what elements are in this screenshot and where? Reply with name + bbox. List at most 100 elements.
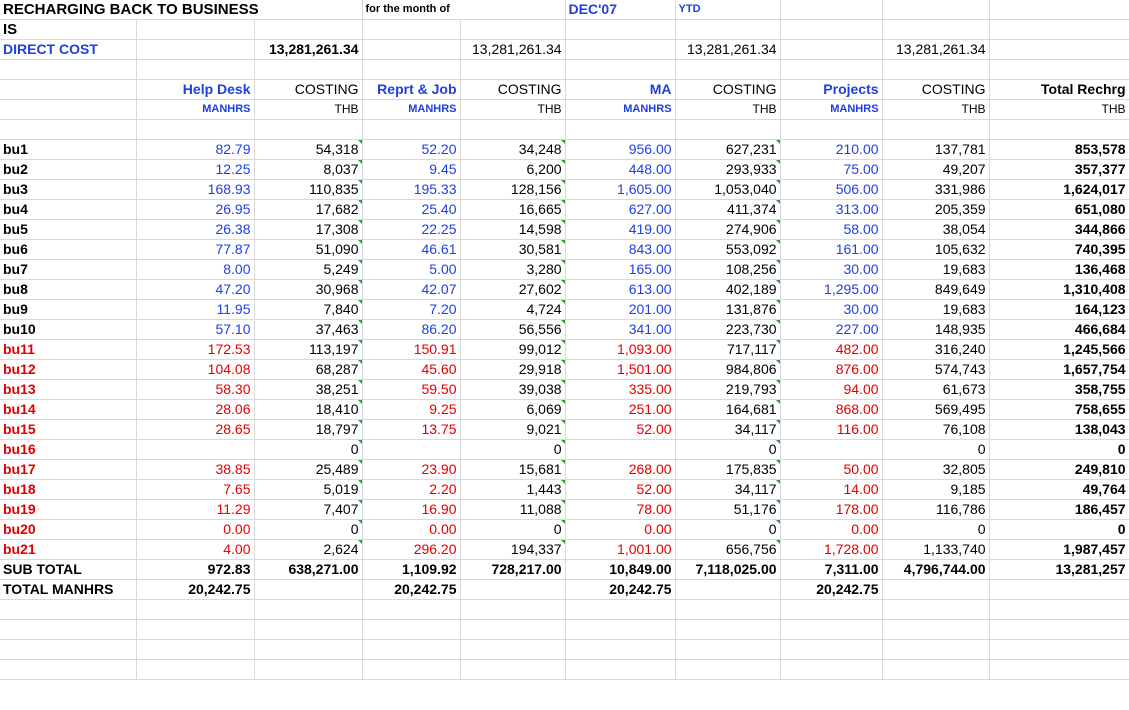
empty-cell[interactable]	[0, 599, 137, 620]
manhrs-cell[interactable]: 268.00	[565, 459, 676, 480]
empty-cell[interactable]	[989, 19, 1129, 40]
empty-cell[interactable]	[254, 659, 363, 680]
total-rechrg-cell[interactable]: 1,657,754	[989, 359, 1129, 380]
costing-cell[interactable]: 402,189	[675, 279, 781, 300]
costing-cell[interactable]: 205,359	[882, 199, 990, 220]
costing-cell[interactable]: 194,337	[460, 539, 566, 560]
manhrs-cell[interactable]: 30.00	[780, 259, 883, 280]
empty-cell[interactable]	[0, 79, 137, 100]
costing-cell[interactable]: 25,489	[254, 459, 363, 480]
manhrs-cell[interactable]: 341.00	[565, 319, 676, 340]
manhrs-cell[interactable]: 28.06	[136, 399, 255, 420]
costing-cell[interactable]: 17,682	[254, 199, 363, 220]
empty-cell[interactable]	[136, 639, 255, 660]
costing-cell[interactable]: 1,053,040	[675, 179, 781, 200]
total-rechrg-cell[interactable]: 0	[989, 439, 1129, 460]
total-manhrs-cell[interactable]: 20,242.75	[136, 579, 255, 600]
empty-cell[interactable]	[780, 599, 883, 620]
direct-cost-label[interactable]: DIRECT COST	[0, 39, 137, 60]
costing-cell[interactable]: 19,683	[882, 259, 990, 280]
empty-cell[interactable]	[780, 39, 883, 60]
manhrs-cell[interactable]: 50.00	[780, 459, 883, 480]
costing-cell[interactable]: 17,308	[254, 219, 363, 240]
empty-cell[interactable]	[460, 599, 566, 620]
bu-name[interactable]: bu6	[0, 239, 137, 260]
empty-cell[interactable]	[675, 639, 781, 660]
total-rechrg-cell[interactable]: 1,624,017	[989, 179, 1129, 200]
costing-cell[interactable]: 164,681	[675, 399, 781, 420]
manhrs-cell[interactable]	[362, 439, 461, 460]
costing-cell[interactable]: 0	[882, 519, 990, 540]
empty-cell[interactable]	[460, 119, 566, 140]
empty-cell[interactable]	[675, 659, 781, 680]
costing-cell[interactable]: 30,968	[254, 279, 363, 300]
costing-cell[interactable]: 0	[254, 519, 363, 540]
subtotal-cell[interactable]: 13,281,257	[989, 559, 1129, 580]
unit-thb[interactable]: THB	[675, 99, 781, 120]
bu-name[interactable]: bu14	[0, 399, 137, 420]
manhrs-cell[interactable]: 210.00	[780, 139, 883, 160]
manhrs-cell[interactable]: 77.87	[136, 239, 255, 260]
manhrs-cell[interactable]: 75.00	[780, 159, 883, 180]
costing-cell[interactable]: 99,012	[460, 339, 566, 360]
bu-name[interactable]: bu9	[0, 299, 137, 320]
manhrs-cell[interactable]: 28.65	[136, 419, 255, 440]
costing-cell[interactable]: 51,176	[675, 499, 781, 520]
costing-cell[interactable]: 6,069	[460, 399, 566, 420]
costing-cell[interactable]: 849,649	[882, 279, 990, 300]
unit-manhrs[interactable]: MANHRS	[136, 99, 255, 120]
empty-cell[interactable]	[362, 19, 461, 40]
empty-cell[interactable]	[675, 19, 781, 40]
total-rechrg-cell[interactable]: 1,245,566	[989, 339, 1129, 360]
total-rechrg-cell[interactable]: 1,310,408	[989, 279, 1129, 300]
manhrs-cell[interactable]: 178.00	[780, 499, 883, 520]
empty-cell[interactable]	[136, 19, 255, 40]
costing-cell[interactable]: 0	[675, 519, 781, 540]
costing-cell[interactable]: 30,581	[460, 239, 566, 260]
costing-cell[interactable]: 0	[460, 439, 566, 460]
header-ma[interactable]: MA	[565, 79, 676, 100]
manhrs-cell[interactable]: 251.00	[565, 399, 676, 420]
empty-cell[interactable]	[362, 39, 461, 60]
empty-cell[interactable]	[675, 599, 781, 620]
costing-cell[interactable]: 110,835	[254, 179, 363, 200]
direct-cost-value[interactable]: 13,281,261.34	[460, 39, 566, 60]
manhrs-cell[interactable]: 26.38	[136, 219, 255, 240]
bu-name[interactable]: bu13	[0, 379, 137, 400]
empty-cell[interactable]	[882, 119, 990, 140]
empty-cell[interactable]	[362, 639, 461, 660]
total-rechrg-cell[interactable]: 357,377	[989, 159, 1129, 180]
costing-cell[interactable]: 11,088	[460, 499, 566, 520]
manhrs-cell[interactable]: 82.79	[136, 139, 255, 160]
manhrs-cell[interactable]: 52.00	[565, 419, 676, 440]
manhrs-cell[interactable]: 868.00	[780, 399, 883, 420]
costing-cell[interactable]: 137,781	[882, 139, 990, 160]
costing-cell[interactable]: 113,197	[254, 339, 363, 360]
manhrs-cell[interactable]: 1,295.00	[780, 279, 883, 300]
header-reprt-job[interactable]: Reprt & Job	[362, 79, 461, 100]
costing-cell[interactable]: 984,806	[675, 359, 781, 380]
header-help-desk[interactable]: Help Desk	[136, 79, 255, 100]
costing-cell[interactable]: 7,840	[254, 299, 363, 320]
manhrs-cell[interactable]: 45.60	[362, 359, 461, 380]
empty-cell[interactable]	[882, 599, 990, 620]
costing-cell[interactable]: 51,090	[254, 239, 363, 260]
empty-cell[interactable]	[136, 619, 255, 640]
month-value[interactable]: DEC'07	[565, 0, 676, 20]
header-projects[interactable]: Projects	[780, 79, 883, 100]
manhrs-cell[interactable]: 1,093.00	[565, 339, 676, 360]
manhrs-cell[interactable]: 195.33	[362, 179, 461, 200]
costing-cell[interactable]: 1,133,740	[882, 539, 990, 560]
costing-cell[interactable]: 219,793	[675, 379, 781, 400]
costing-cell[interactable]: 627,231	[675, 139, 781, 160]
empty-cell[interactable]	[136, 599, 255, 620]
empty-cell[interactable]	[136, 119, 255, 140]
manhrs-cell[interactable]	[565, 439, 676, 460]
manhrs-cell[interactable]: 613.00	[565, 279, 676, 300]
total-rechrg-cell[interactable]: 466,684	[989, 319, 1129, 340]
empty-cell[interactable]	[780, 639, 883, 660]
manhrs-cell[interactable]: 7.20	[362, 299, 461, 320]
bu-name[interactable]: bu12	[0, 359, 137, 380]
empty-cell[interactable]	[675, 119, 781, 140]
costing-cell[interactable]: 411,374	[675, 199, 781, 220]
